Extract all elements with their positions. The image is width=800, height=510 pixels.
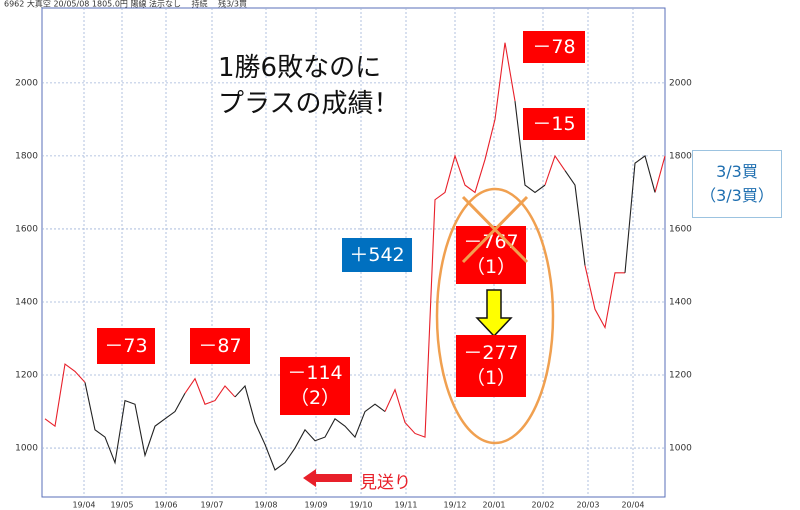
left-arrow [303, 469, 352, 487]
annotation-box: －78 [523, 31, 585, 63]
annotation-box: －73 [97, 328, 155, 364]
side-note-line: 3/3買 [716, 162, 758, 181]
annotation-box: －767 （1） [456, 226, 526, 284]
y-tick-label: 1600 [15, 224, 38, 234]
x-tick-label: 19/10 [349, 501, 372, 510]
annotation-box: －87 [190, 328, 250, 364]
annotation-text: －767 [463, 231, 519, 254]
plot-frame [41, 7, 666, 498]
annotation-text: －15 [532, 112, 576, 135]
y-tick-label: 2000 [15, 78, 38, 88]
annotation-text: －114 [287, 362, 343, 385]
headline: 1勝6敗なのに プラスの成績！ [218, 50, 399, 122]
annotation-text: （1） [465, 256, 517, 278]
y2-tick-label: 2000 [669, 78, 692, 88]
y2-tick-label: 1600 [669, 224, 692, 234]
annotation-text: －78 [532, 35, 576, 58]
x-tick-label: 19/07 [200, 501, 223, 510]
y2-tick-label: 1200 [669, 371, 692, 381]
annotation-text: （1） [465, 367, 517, 389]
side-note-line: （3/3買） [700, 186, 774, 205]
skip-label: 見送り [360, 473, 411, 493]
annotation-box: －15 [523, 108, 585, 140]
highlight-ellipse [435, 187, 555, 445]
annotation-text: －277 [463, 342, 519, 365]
y-tick-label: 1400 [15, 297, 38, 307]
x-tick-label: 19/08 [254, 501, 277, 510]
x-tick-label: 20/04 [621, 501, 644, 510]
y-tick-label: 1200 [15, 371, 38, 381]
x-tick-label: 20/01 [482, 501, 505, 510]
annotation-text: －87 [198, 334, 242, 357]
y-tick-label: 1000 [15, 444, 38, 454]
headline-line: 1勝6敗なのに [218, 53, 382, 83]
y2-tick-label: 1000 [669, 444, 692, 454]
side-note: 3/3買 （3/3買） [692, 150, 782, 218]
annotation-text: ＋542 [349, 243, 405, 266]
x-tick-label: 20/03 [576, 501, 599, 510]
y2-tick-label: 1400 [669, 297, 692, 307]
chart-title: 6962 大真空 20/05/08 1805.0円 陽線 法示なし 持続 残3/… [4, 0, 247, 9]
x-tick-label: 19/06 [154, 501, 177, 510]
price-line [84, 101, 656, 471]
x-tick-label: 20/02 [531, 501, 554, 510]
y-tick-label: 1800 [15, 151, 38, 161]
headline-line: プラスの成績！ [218, 89, 400, 119]
annotation-box: ＋542 [342, 238, 412, 272]
annotation-text: －73 [104, 334, 148, 357]
x-tick-label: 19/05 [110, 501, 133, 510]
y2-tick-label: 1800 [669, 151, 692, 161]
x-tick-label: 19/09 [304, 501, 327, 510]
down-arrow [475, 289, 513, 338]
annotation-box: －114 （2） [280, 357, 350, 415]
annotation-box: －277 （1） [456, 335, 526, 397]
x-tick-label: 19/04 [72, 501, 95, 510]
price-line [44, 42, 666, 438]
x-tick-label: 19/12 [443, 501, 466, 510]
x-tick-label: 19/11 [394, 501, 417, 510]
annotation-text: （2） [289, 387, 341, 409]
